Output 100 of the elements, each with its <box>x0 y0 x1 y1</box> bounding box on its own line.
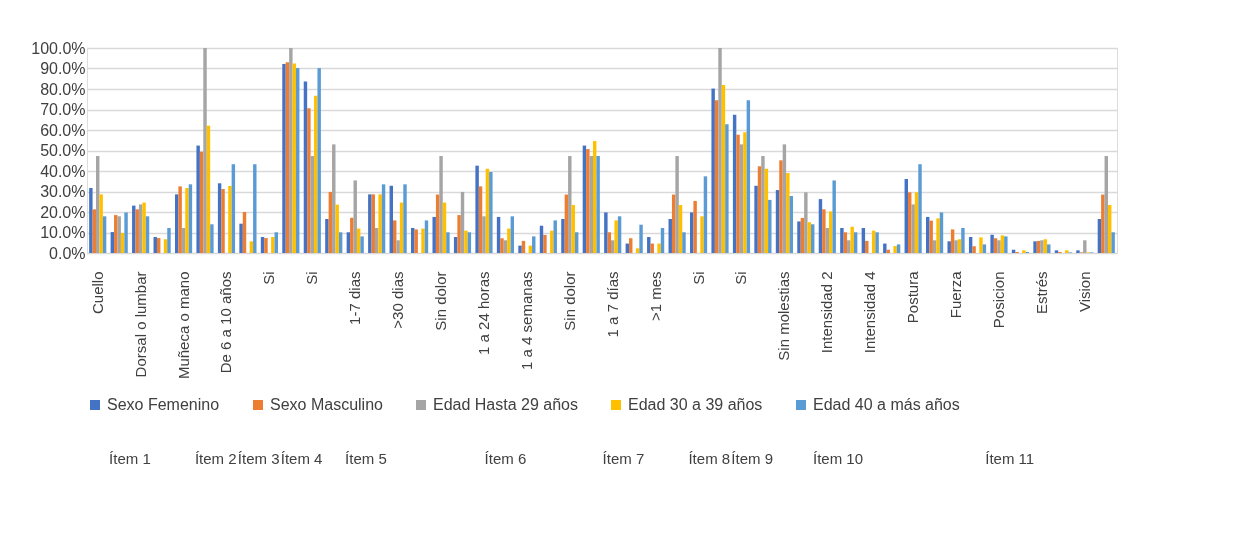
y-tick-label: 70.0% <box>40 101 86 118</box>
bar <box>317 68 321 253</box>
x-tick-label: Posicion <box>989 271 1007 329</box>
bar <box>307 108 311 253</box>
bar <box>282 63 286 253</box>
bar <box>489 172 493 253</box>
bar <box>586 149 590 253</box>
x-tick-label: 1 a 4 semanas <box>517 271 535 370</box>
text: Ítem 2 <box>194 450 237 467</box>
bar <box>875 232 879 253</box>
bar <box>911 204 915 253</box>
bar <box>289 48 293 253</box>
bar <box>228 185 232 253</box>
text: Ítem 8 <box>688 450 731 467</box>
bar <box>1111 232 1115 253</box>
bar <box>124 212 128 253</box>
bar <box>196 145 200 253</box>
x-tick-label: Si <box>689 271 707 285</box>
x-tick-label: Si <box>260 271 278 285</box>
bar <box>1047 244 1051 253</box>
bar <box>360 236 364 253</box>
bar <box>947 241 951 253</box>
bar <box>614 220 618 253</box>
x-tick-label: >1 mes <box>646 271 664 322</box>
bar <box>1101 194 1105 253</box>
bar <box>865 240 869 253</box>
y-tick-label: 30.0% <box>40 183 86 200</box>
bar <box>178 186 182 253</box>
bar <box>754 185 758 253</box>
bar <box>1040 240 1044 253</box>
text: Ítem 11 <box>985 450 1035 467</box>
bar <box>403 184 407 253</box>
bar <box>682 232 686 253</box>
text: Ítem 6 <box>484 450 527 467</box>
y-tick-label: 60.0% <box>40 121 86 139</box>
bar <box>325 218 329 253</box>
bar <box>439 156 443 253</box>
bar <box>99 194 103 253</box>
bar <box>507 228 511 253</box>
bar <box>1033 241 1037 253</box>
bar <box>210 224 214 253</box>
y-tick-label: 40.0% <box>40 162 86 180</box>
bar <box>700 216 704 253</box>
bar <box>893 246 897 253</box>
text: Ítem 1 <box>109 450 151 467</box>
x-tick-label: >30 dias <box>389 271 407 329</box>
bar <box>464 230 468 253</box>
bar <box>271 237 275 253</box>
bar <box>500 238 504 253</box>
x-tick-label: Si <box>303 271 321 285</box>
bar <box>743 132 747 253</box>
x-tick-label: Muñeca o mano <box>174 271 192 380</box>
bar <box>1083 240 1087 253</box>
bar <box>725 124 729 253</box>
bar <box>335 204 339 253</box>
x-tick-label: Fuerza <box>947 270 965 319</box>
x-tick-label: De 6 a 10 años <box>217 271 235 374</box>
bar <box>253 164 257 253</box>
text: Ítem 10 <box>813 450 864 467</box>
bar <box>850 226 854 253</box>
bar <box>518 245 522 253</box>
bar <box>832 180 836 253</box>
bar <box>635 248 640 253</box>
bar <box>221 189 225 253</box>
bar <box>239 223 243 253</box>
bar <box>1076 250 1080 253</box>
y-tick-label: 50.0% <box>40 142 86 159</box>
bar <box>639 224 643 253</box>
bar <box>378 194 382 253</box>
x-tick-label: Sin dolor <box>560 271 578 331</box>
bar <box>929 220 933 253</box>
bar <box>561 218 565 253</box>
legend-label: Edad Hasta 29 años <box>433 396 578 413</box>
bar <box>718 48 722 253</box>
bar <box>142 202 146 253</box>
bar <box>883 243 887 253</box>
bar <box>693 200 697 253</box>
bar <box>446 232 450 253</box>
x-tick-label: 1 a 24 horas <box>474 271 492 355</box>
x-tick-label: Si <box>732 271 750 285</box>
legend-label: Sexo Femenino <box>107 396 220 413</box>
bar <box>768 199 772 253</box>
bar <box>475 165 479 253</box>
bar <box>203 48 207 253</box>
bar <box>596 156 600 253</box>
text: Ítem 9 <box>731 450 774 467</box>
bar <box>840 227 844 253</box>
bar <box>797 221 801 253</box>
bar <box>711 88 715 253</box>
bar <box>543 234 547 253</box>
bar <box>482 216 486 253</box>
bar <box>779 160 783 253</box>
bar <box>568 156 572 253</box>
x-tick-label: Postura <box>904 270 922 324</box>
bar <box>650 243 654 253</box>
bar <box>550 230 554 253</box>
bar <box>264 238 268 253</box>
bar <box>675 156 679 253</box>
bar <box>972 246 976 253</box>
x-tick-label: 1 a 7 días <box>603 271 621 338</box>
